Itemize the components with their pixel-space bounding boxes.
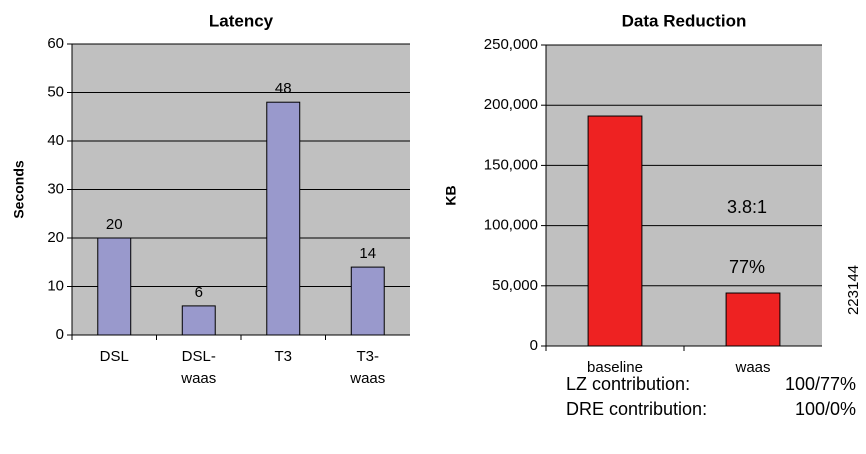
y-axis-label: Seconds xyxy=(11,160,27,219)
x-tick-label: T3 xyxy=(274,348,292,365)
x-tick-label: DSL-waas xyxy=(180,348,216,387)
bar xyxy=(97,237,132,336)
data-label: 14 xyxy=(359,245,376,262)
chart-title: Data Reduction xyxy=(622,11,747,30)
x-tick-label: T3-waas xyxy=(349,348,385,387)
bar xyxy=(181,305,216,336)
y-axis-label: KB xyxy=(443,185,459,205)
note-value: 100/0% xyxy=(795,399,856,419)
data-label: 48 xyxy=(275,80,292,97)
y-tick-label: 150,000 xyxy=(484,156,538,173)
x-tick-label: baseline xyxy=(587,359,643,376)
data-label: 6 xyxy=(195,284,203,301)
y-tick-label: 30 xyxy=(47,180,64,197)
plot-area xyxy=(546,45,822,346)
y-tick-label: 200,000 xyxy=(484,96,538,113)
note-value: 100/77% xyxy=(785,374,856,394)
annotation: 77% xyxy=(729,257,765,277)
y-tick-label: 20 xyxy=(47,229,64,246)
bar xyxy=(266,101,301,336)
y-tick-label: 50,000 xyxy=(492,277,538,294)
note-label: LZ contribution: xyxy=(566,374,690,394)
bar xyxy=(350,266,385,336)
y-tick-label: 0 xyxy=(530,337,538,354)
x-tick-label: waas xyxy=(734,359,770,376)
y-tick-label: 40 xyxy=(47,132,64,149)
y-tick-label: 50 xyxy=(47,83,64,100)
x-tick-label: DSL xyxy=(100,348,129,365)
bar xyxy=(587,115,643,347)
annotation: 3.8:1 xyxy=(727,197,767,217)
y-tick-label: 100,000 xyxy=(484,217,538,234)
data-label: 20 xyxy=(106,216,123,233)
note-label: DRE contribution: xyxy=(566,399,707,419)
annotation: 223144 xyxy=(845,265,862,315)
y-tick-label: 250,000 xyxy=(484,36,538,53)
y-tick-label: 60 xyxy=(47,35,64,52)
chart-title: Latency xyxy=(209,11,274,30)
bar xyxy=(725,292,781,347)
y-tick-label: 10 xyxy=(47,277,64,294)
y-tick-label: 0 xyxy=(56,326,64,343)
